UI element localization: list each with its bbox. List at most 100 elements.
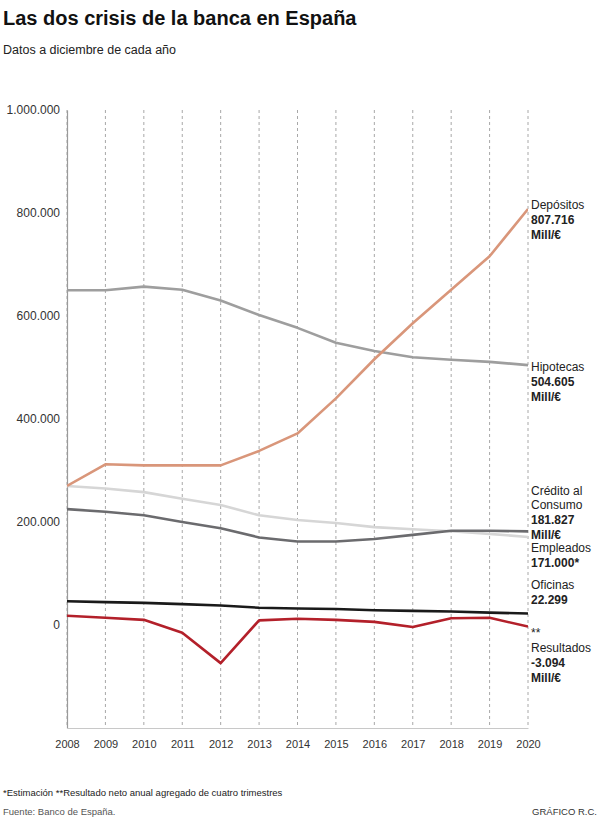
x-tick: 2010 <box>132 728 156 750</box>
y-tick-label: 400.000 <box>17 412 61 426</box>
series-name: Crédito alConsumo <box>531 484 583 512</box>
y-tick-label: 800.000 <box>17 206 61 220</box>
x-tick: 2019 <box>478 728 502 750</box>
unit-label: Mill/€ <box>531 228 561 242</box>
grid-line <box>67 110 68 728</box>
credit: GRÁFICO R.C. <box>532 806 597 817</box>
x-tick: 2017 <box>401 728 425 750</box>
chart: Las dos crisis de la banca en España Dato… <box>0 0 601 820</box>
series-name-line: Depósitos <box>531 198 584 212</box>
x-tick-label: 2016 <box>363 738 387 750</box>
grid-line <box>374 110 375 728</box>
value-label: 171.000* <box>531 556 579 570</box>
grid-line <box>528 110 529 728</box>
grid-line <box>297 110 298 728</box>
unit-label: Mill/€ <box>531 390 561 404</box>
source: Fuente: Banco de España. <box>3 806 116 817</box>
grid-line <box>143 110 144 728</box>
value-label: 22.299 <box>531 593 568 607</box>
series-line <box>67 509 528 541</box>
series-name-line: Empleados <box>531 541 591 555</box>
y-tick: 600.000 <box>17 309 67 323</box>
x-tick-label: 2015 <box>324 738 348 750</box>
y-tick: 800.000 <box>17 206 67 220</box>
series-name: Hipotecas <box>531 360 584 374</box>
unit-label: Mill/€ <box>531 671 561 685</box>
x-tick-label: 2017 <box>401 738 425 750</box>
series-label: Depósitos807.716Mill/€ <box>531 198 584 242</box>
x-tick-label: 2011 <box>171 738 195 750</box>
y-tick: 400.000 <box>17 412 67 426</box>
title: Las dos crisis de la banca en España <box>3 7 357 29</box>
y-tick-label: 200.000 <box>17 515 61 529</box>
series-name: Resultados <box>531 641 591 655</box>
value-label: 181.827 <box>531 513 575 527</box>
grid-line <box>412 110 413 728</box>
x-tick-label: 2012 <box>209 738 233 750</box>
y-tick-label: 1.000.000 <box>7 103 61 117</box>
notes: *Estimación **Resultado neto anual agreg… <box>3 787 283 798</box>
x-tick: 2016 <box>363 728 387 750</box>
x-tick-label: 2020 <box>516 738 540 750</box>
series-name-line: Resultados <box>531 641 591 655</box>
unit-label: Mill/€ <box>531 528 561 542</box>
grid <box>67 110 528 728</box>
x-tick: 2012 <box>209 728 233 750</box>
x-tick: 2014 <box>286 728 310 750</box>
x-tick: 2008 <box>55 728 79 750</box>
series-name: Empleados <box>531 541 591 555</box>
value-label: 504.605 <box>531 375 575 389</box>
series-label: Oficinas22.299 <box>531 578 574 607</box>
x-tick-label: 2013 <box>247 738 271 750</box>
x-axis-line <box>68 728 529 729</box>
y-axis: 0 200.000 400.000 600.000 800.000 1.000.000 <box>7 103 68 728</box>
x-tick-label: 2010 <box>132 738 156 750</box>
x-tick: 2009 <box>94 728 118 750</box>
subtitle: Datos a diciembre de cada año <box>3 43 176 57</box>
y-tick: 1.000.000 <box>7 103 67 117</box>
x-tick-label: 2019 <box>478 738 502 750</box>
series-line <box>67 486 528 537</box>
series-name: Oficinas <box>531 578 574 592</box>
series-line <box>67 209 528 486</box>
end-labels: Empleados171.000*Crédito alConsumo181.82… <box>531 198 591 685</box>
x-tick-label: 2014 <box>286 738 310 750</box>
x-tick: 2011 <box>171 728 195 750</box>
grid-line <box>182 110 183 728</box>
series-name-line: Crédito al <box>531 484 582 498</box>
series-label: **Resultados-3.094Mill/€ <box>531 626 591 685</box>
x-tick-label: 2008 <box>55 738 79 750</box>
x-axis: 2008 2009 2010 2011 2012 2013 2014 2015 2016 2017… <box>55 728 540 750</box>
series-label: Hipotecas504.605Mill/€ <box>531 360 584 404</box>
series-label: Empleados171.000* <box>531 541 591 570</box>
y-tick-label: 600.000 <box>17 309 61 323</box>
series-line <box>67 616 528 663</box>
y-tick-label: 0 <box>53 618 60 632</box>
x-tick-label: 2018 <box>439 738 463 750</box>
value-label: 807.716 <box>531 213 575 227</box>
grid-line <box>220 110 221 728</box>
y-tick: 200.000 <box>17 515 67 529</box>
series-name-line: Oficinas <box>531 578 574 592</box>
grid-line <box>489 110 490 728</box>
series-name-line: Hipotecas <box>531 360 584 374</box>
x-tick: 2020 <box>516 728 540 750</box>
x-tick: 2015 <box>324 728 348 750</box>
y-tick: 0 <box>53 618 67 632</box>
grid-line <box>335 110 336 728</box>
series-name-line: Consumo <box>531 498 583 512</box>
note-mark: ** <box>531 626 541 640</box>
y-axis-line <box>67 111 68 729</box>
series-name: Depósitos <box>531 198 584 212</box>
series-label: Crédito alConsumo181.827Mill/€ <box>531 484 583 542</box>
x-tick-label: 2009 <box>94 738 118 750</box>
x-tick: 2018 <box>439 728 463 750</box>
grid-line <box>259 110 260 728</box>
lines <box>67 209 528 663</box>
grid-line <box>451 110 452 728</box>
series-line <box>67 287 528 365</box>
grid-line <box>105 110 106 728</box>
series-line <box>67 601 528 613</box>
value-label: -3.094 <box>531 656 565 670</box>
x-tick: 2013 <box>247 728 271 750</box>
